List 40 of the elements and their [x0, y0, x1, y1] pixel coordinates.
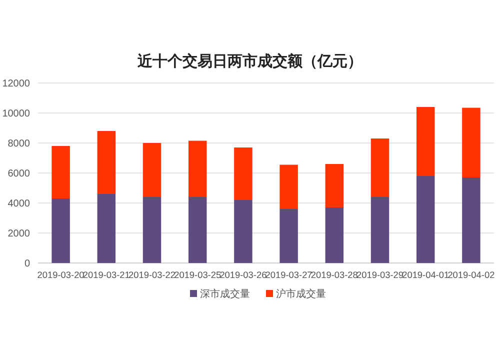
x-tick-label: 2019-03-29 [356, 270, 404, 280]
chart-title: 近十个交易日两市成交额（亿元） [136, 52, 362, 70]
bar [234, 148, 252, 200]
bar [416, 107, 435, 176]
y-tick-label: 4000 [8, 198, 30, 210]
bar [52, 198, 70, 263]
bar [52, 146, 70, 198]
bar [142, 143, 162, 197]
bar [462, 178, 480, 263]
bar [97, 194, 116, 263]
legend-label: 沪市成交量 [276, 288, 326, 300]
legend-label: 深市成交量 [200, 288, 250, 300]
x-tick-label: 2019-03-25 [174, 270, 222, 280]
y-tick-label: 6000 [8, 168, 30, 180]
bar [370, 138, 390, 197]
bar [370, 197, 390, 263]
x-tick-label: 2019-03-22 [128, 270, 176, 280]
x-tick-label: 2019-03-28 [310, 270, 358, 280]
y-tick-label: 8000 [8, 138, 30, 150]
bar [97, 131, 116, 194]
y-tick-label: 12000 [2, 78, 30, 90]
bar [325, 164, 344, 208]
x-tick-label: 2019-03-20 [37, 270, 84, 280]
bar [416, 176, 435, 263]
x-tick-label: 2019-04-02 [448, 270, 495, 280]
x-tick-label: 2019-03-26 [220, 270, 267, 280]
x-tick-label: 2019-03-21 [82, 270, 130, 280]
y-tick-label: 10000 [2, 108, 30, 120]
x-tick-label: 2019-03-27 [265, 270, 312, 280]
bar [188, 140, 207, 197]
bar [188, 197, 207, 263]
y-tick-label: 0 [24, 258, 30, 270]
bar [280, 209, 298, 263]
bar [234, 200, 252, 263]
x-tick-label: 2019-04-01 [402, 270, 450, 280]
bar [142, 197, 162, 263]
bar [280, 164, 298, 209]
bar [462, 108, 480, 178]
y-tick-label: 2000 [8, 228, 30, 240]
bar [325, 208, 344, 263]
